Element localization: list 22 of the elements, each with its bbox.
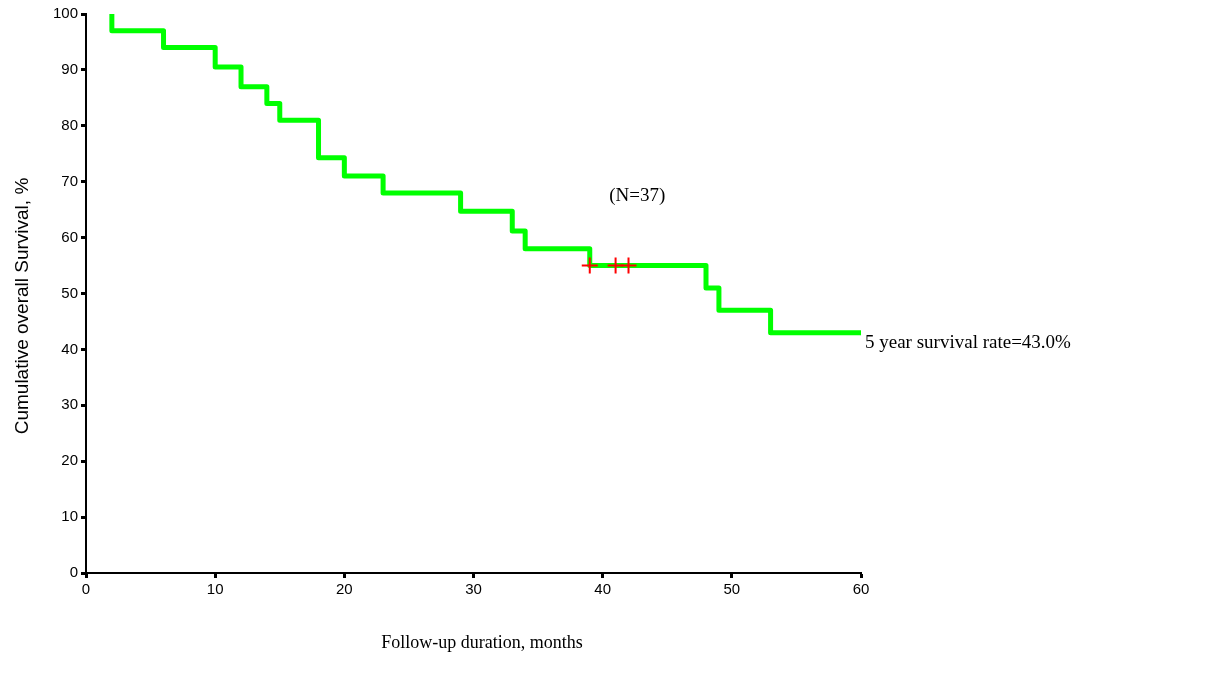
- y-tick-label: 30: [61, 395, 79, 413]
- x-tick-label: 0: [81, 580, 91, 598]
- y-tick-label: 20: [61, 451, 79, 469]
- x-tick-label: 50: [723, 580, 741, 598]
- x-tick-label: 20: [336, 580, 353, 598]
- x-axis-title: Follow-up duration, months: [380, 632, 584, 653]
- y-tick-label: 60: [61, 227, 79, 245]
- text: 5 year survival rate=43.0%: [865, 330, 1071, 353]
- y-tick-label: 0: [69, 563, 79, 581]
- y-tick-label: 40: [61, 339, 79, 357]
- y-tick-label: 80: [61, 115, 79, 133]
- y-tick-label: 100: [53, 4, 79, 22]
- x-tick-label: 30: [465, 580, 482, 598]
- y-tick-label: 10: [61, 507, 79, 525]
- y-tick-label: 50: [61, 283, 79, 301]
- y-tick-label: 90: [61, 60, 79, 78]
- y-axis-title: Cumulative overall Survival, %: [11, 177, 33, 435]
- annotation: (N=37): [609, 183, 666, 206]
- x-tick-label: 60: [852, 580, 870, 598]
- x-tick-label: 10: [206, 580, 224, 598]
- x-tick-label: 40: [594, 580, 612, 598]
- y-tick-label: 70: [61, 171, 79, 189]
